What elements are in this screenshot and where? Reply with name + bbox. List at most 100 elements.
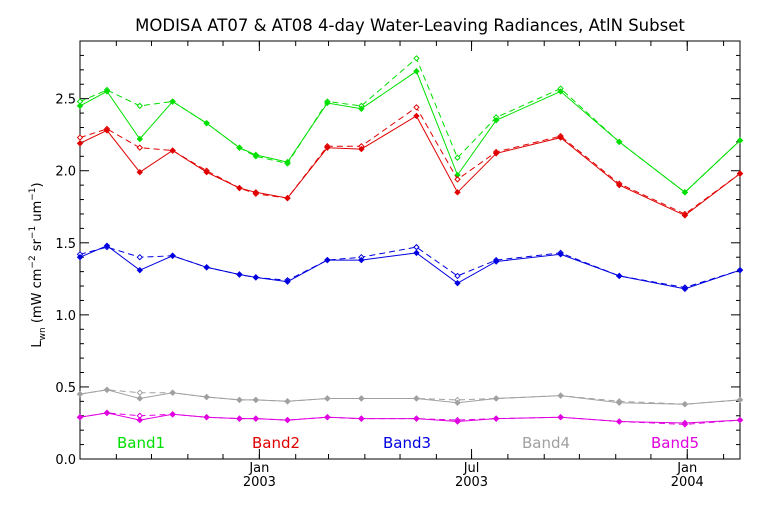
data-point [681,285,689,293]
series-band1 [76,55,744,196]
data-point [169,147,176,154]
data-point [103,386,111,394]
data-point [236,144,243,151]
data-point [413,68,420,75]
y-axis-title: Lwn (mW cm−2 sr−1 um−1) [28,182,48,347]
y-axis-units-mid: sr [30,238,45,255]
data-point [252,396,260,404]
data-point [324,99,331,107]
y-axis-units-exp3: −1 [28,187,38,200]
data-point [203,413,210,421]
data-point [557,392,564,399]
data-point [236,415,243,422]
data-point [252,415,260,422]
series-line-dashed [79,57,741,193]
data-point [324,413,331,421]
data-point [169,98,176,105]
data-point [681,401,689,408]
data-point [203,264,210,271]
y-tick-label: 2.5 [55,93,76,108]
data-point [492,415,500,422]
data-point [413,249,420,257]
data-point [358,105,365,112]
y-tick-label: 0.0 [55,453,76,468]
data-point [413,243,420,251]
data-point [413,55,420,62]
data-point [103,127,111,134]
y-tick-label: 1.5 [55,237,76,252]
data-point [169,411,176,418]
y-axis-units-prefix: (mW cm [30,269,45,324]
data-point [358,256,365,264]
legend-label: Band1 [117,434,165,452]
series-line-dashed [79,246,741,289]
data-point [413,415,420,422]
series-line-solid [79,412,741,424]
data-point [136,266,143,274]
svg-text:Lwn (mW cm−2 sr−1 um−1): Lwn (mW cm−2 sr−1 um−1) [28,182,48,347]
data-point [324,395,331,402]
data-point [454,189,461,196]
series-line-solid [79,115,741,216]
data-point [252,189,260,196]
y-axis-units-exp2: −1 [28,226,38,239]
data-point [76,134,84,141]
y-axis-symbol-sub: wn [38,327,48,340]
series-line-dashed [79,106,741,215]
data-point [76,140,84,147]
legend-label: Band3 [383,434,431,452]
data-point [681,212,689,219]
data-point [203,168,210,176]
data-point [284,398,291,405]
data-point [616,138,623,146]
data-point [136,135,143,143]
data-point [616,399,623,406]
data-point [454,272,461,280]
y-axis-units-mid2: um [30,201,45,226]
x-tick-label-year: 2003 [243,475,276,490]
series-band4 [76,386,744,408]
data-point [616,418,623,425]
series-line-dashed [79,389,741,405]
data-point [236,184,243,192]
data-point [136,412,143,419]
y-tick-label: 0.5 [55,381,76,396]
series-band3 [76,242,744,293]
data-point [76,390,84,398]
x-tick-label-month: Jul [463,461,480,476]
data-point [76,413,84,421]
data-point [616,181,623,189]
data-point [76,253,84,261]
legend-label: Band4 [522,434,570,452]
data-point [284,194,291,202]
data-point [736,416,744,424]
data-point [136,102,143,110]
y-tick-label: 1.0 [55,309,76,324]
data-point [136,395,143,402]
data-point [136,253,143,261]
series-band5 [76,409,744,428]
data-point [557,413,564,421]
data-point [616,272,623,280]
data-point [557,134,564,141]
data-point [103,88,111,95]
legend-label: Band2 [252,434,300,452]
data-point [736,396,744,404]
data-point [736,137,744,144]
data-point [681,419,689,427]
data-point [76,98,84,105]
data-point [736,170,744,177]
data-point [169,389,176,396]
data-point [454,418,461,425]
data-point [681,189,689,196]
legend-label: Band5 [651,434,699,452]
data-point [413,395,420,402]
data-point [492,150,500,157]
x-tick-label-month: Jan [248,461,269,476]
data-point [136,168,143,176]
data-point [203,119,210,127]
data-point [236,271,243,278]
data-point [136,416,143,424]
